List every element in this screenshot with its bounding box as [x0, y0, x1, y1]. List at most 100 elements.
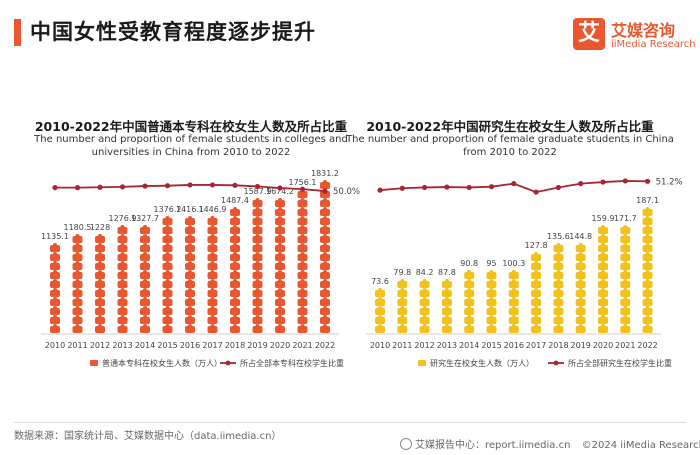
right-line-point-2014: [466, 184, 472, 191]
left-line-point-2021: [299, 186, 306, 192]
right-chart-subtitle-line-2: from 2010 to 2022: [463, 147, 557, 158]
left-bar-label-2013: 1276.9: [109, 214, 137, 223]
left-x-tick-2013: 2013: [112, 341, 132, 350]
right-chart-subtitle-line-1: The number and proportion of female grad…: [346, 134, 674, 145]
left-bar-label-2022: 1831.2: [311, 169, 339, 178]
right-bar-2012: [419, 279, 430, 333]
right-bar-label-2018: 135.6: [547, 232, 570, 241]
logo-cn-text: 艾媒咨询: [611, 21, 676, 40]
left-line-point-2020: [277, 185, 283, 191]
report-center-link[interactable]: 艾媒报告中心：report.iimedia.cn: [415, 440, 571, 451]
left-legend-line-label: 所占全部本专科在校学生比重: [240, 358, 344, 368]
right-x-tick-2020: 2020: [593, 341, 613, 350]
right-bar-2016: [508, 270, 519, 333]
left-x-tick-2017: 2017: [202, 341, 222, 350]
left-legend: 普通本专科在校女生人数（万人） 所占全部本专科在校学生比重: [90, 358, 344, 368]
right-bar-label-2017: 127.8: [525, 241, 548, 250]
left-line-point-2016: [187, 182, 193, 188]
footer-right: 艾媒报告中心：report.iimedia.cn ©2024 iiMedia R…: [400, 436, 700, 451]
page-title: 中国女性受教育程度逐步提升: [30, 20, 316, 44]
left-bar-2018: [230, 207, 240, 333]
left-x-tick-2010: 2010: [45, 341, 65, 350]
right-legend-bar-label: 研究生在校女生人数（万人）: [430, 358, 534, 368]
left-line-point-2012: [97, 184, 103, 190]
right-line-point-2017: [533, 189, 539, 195]
left-x-tick-2012: 2012: [90, 341, 110, 350]
left-bar-2011: [72, 234, 83, 333]
left-x-tick-2018: 2018: [225, 341, 245, 350]
left-bar-label-2016: 1416.1: [176, 205, 204, 214]
right-bar-2015: [486, 270, 497, 333]
right-x-tick-2017: 2017: [526, 341, 546, 350]
right-bar-label-2010: 73.6: [371, 277, 389, 286]
left-bar-2022: [320, 180, 330, 333]
right-line-point-2015: [488, 184, 495, 190]
right-x-tick-2011: 2011: [392, 341, 412, 350]
logo-en-text: iiMedia Research: [611, 39, 696, 50]
right-chart: 73.6 2010 79.8 2011 84.2 2012 87.8 2013 90.8 2014…: [366, 177, 683, 368]
right-bar-label-2022: 187.1: [636, 196, 659, 205]
right-line-end-label: 51.2%: [656, 177, 683, 187]
left-bar-2017: [207, 216, 218, 333]
left-line-point-2018: [232, 182, 238, 188]
right-x-tick-2012: 2012: [414, 341, 434, 350]
right-bar-label-2016: 100.3: [502, 259, 525, 268]
left-bar-2012: [95, 234, 105, 333]
left-bar-2020: [275, 198, 285, 333]
right-bar-2010: [375, 288, 385, 333]
right-line-point-2013: [444, 184, 450, 190]
copyright: ©2024 iiMedia Research Inc: [581, 440, 700, 451]
left-bar-2014: [140, 225, 150, 333]
right-legend-bar-swatch: [418, 360, 426, 366]
left-chart: 1135.1 2010 1180.5 2011 1228 2012 1276.9 2013 13…: [41, 169, 360, 368]
left-chart-subtitle-line-2: universities in China from 2010 to 2022: [91, 147, 291, 158]
footer-divider: [14, 422, 686, 423]
left-bar-2021: [297, 189, 308, 333]
left-bar-label-2015: 1376.2: [154, 205, 182, 214]
left-x-tick-2014: 2014: [135, 341, 155, 350]
left-legend-bar-label: 普通本专科在校女生人数（万人）: [102, 358, 222, 368]
left-chart-title: 2010-2022年中国普通本专科在校女生人数及所占比重: [34, 119, 348, 134]
left-legend-bar-swatch: [90, 360, 98, 366]
left-line-point-2014: [142, 183, 148, 189]
right-bar-2011: [397, 279, 408, 333]
right-chart-subtitle: The number and proportion of female grad…: [345, 133, 675, 159]
left-line-point-2017: [209, 182, 216, 188]
logo-mark: 艾: [573, 18, 605, 50]
right-bar-label-2020: 159.9: [592, 214, 615, 223]
right-line-point-2010: [377, 187, 383, 193]
right-x-tick-2022: 2022: [637, 341, 657, 350]
title-accent-bar: [14, 19, 21, 46]
right-x-tick-2019: 2019: [571, 341, 591, 350]
right-bar-label-2019: 144.8: [569, 232, 592, 241]
left-bar-label-2014: 1327.7: [131, 214, 159, 223]
right-x-tick-2016: 2016: [504, 341, 524, 350]
left-bar-label-2020: 1674.2: [266, 187, 294, 196]
right-line-point-2011: [399, 185, 405, 191]
right-line-point-2022: [645, 178, 651, 184]
left-bar-label-2019: 1587.9: [244, 187, 272, 196]
left-bar-label-2018: 1487.4: [221, 196, 249, 205]
right-bar-2014: [464, 270, 475, 333]
right-bar-label-2013: 87.8: [438, 268, 456, 277]
right-x-tick-2015: 2015: [481, 341, 501, 350]
right-line-point-2012: [422, 184, 428, 191]
report-center-icon: [400, 438, 412, 450]
left-x-tick-2019: 2019: [247, 341, 267, 350]
left-chart-subtitle-line-1: The number and proportion of female stud…: [34, 134, 348, 145]
data-source: 数据来源：国家统计局、艾媒数据中心（data.iimedia.cn）: [14, 431, 282, 442]
left-x-tick-2011: 2011: [67, 341, 87, 350]
left-x-tick-2015: 2015: [157, 341, 177, 350]
right-line-point-2021: [622, 178, 628, 184]
right-bar-2022: [642, 207, 653, 333]
right-bar-2020: [598, 225, 608, 333]
right-chart-title: 2010-2022年中国研究生在校女生人数及所占比重: [366, 119, 654, 134]
right-x-tick-2014: 2014: [459, 341, 479, 350]
left-line-point-2019: [254, 183, 261, 190]
left-x-tick-2020: 2020: [270, 341, 290, 350]
right-line-point-2019: [578, 181, 584, 187]
iimedia-logo: 艾 艾媒咨询 iiMedia Research: [573, 16, 696, 56]
left-line-point-2013: [119, 184, 126, 190]
right-x-tick-2018: 2018: [548, 341, 568, 350]
right-bar-2019: [575, 243, 586, 333]
